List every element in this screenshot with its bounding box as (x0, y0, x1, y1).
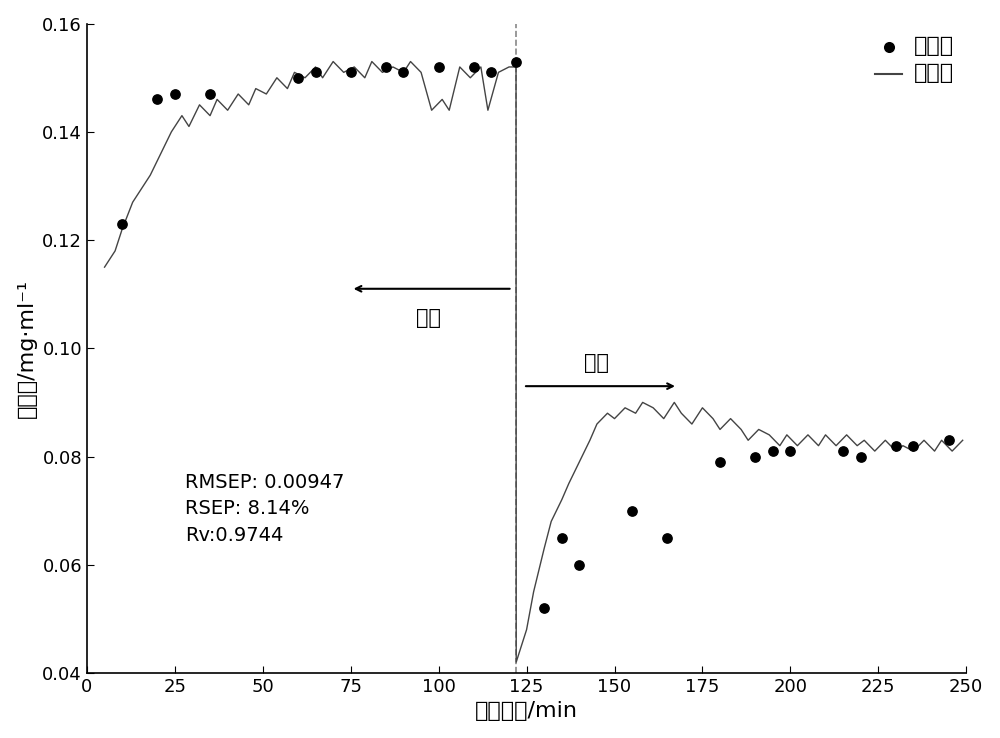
Point (508, 55, 524, 67)
Point (343, 66, 359, 78)
Point (888, 440, 904, 452)
Point (114, 218, 130, 230)
X-axis label: 提取时间/min: 提取时间/min (475, 701, 578, 721)
Y-axis label: 蝇花苷/mg·ml⁻¹: 蝇花苷/mg·ml⁻¹ (17, 279, 37, 418)
Point (765, 445, 781, 457)
Point (905, 440, 921, 452)
Point (835, 445, 851, 457)
Point (202, 88, 218, 100)
Point (747, 451, 763, 463)
Point (378, 61, 394, 73)
Point (853, 451, 869, 463)
Point (483, 66, 499, 78)
Text: 二煎: 二煎 (584, 353, 609, 373)
Text: 一煎: 一煎 (416, 308, 441, 328)
Point (308, 66, 324, 78)
Point (624, 505, 640, 517)
Point (941, 435, 957, 446)
Point (782, 445, 798, 457)
Point (167, 88, 183, 100)
Point (554, 532, 570, 544)
Point (571, 559, 587, 570)
Text: RMSEP: 0.00947
RSEP: 8.14%
Rv:0.9744: RMSEP: 0.00947 RSEP: 8.14% Rv:0.9744 (185, 473, 345, 545)
Point (290, 72, 306, 83)
Point (431, 61, 447, 73)
Point (659, 532, 675, 544)
Point (149, 94, 165, 106)
Point (712, 456, 728, 468)
Point (536, 602, 552, 614)
Point (395, 66, 411, 78)
Legend: 实测值, 预测值: 实测值, 预测值 (869, 30, 959, 89)
Point (466, 61, 482, 73)
